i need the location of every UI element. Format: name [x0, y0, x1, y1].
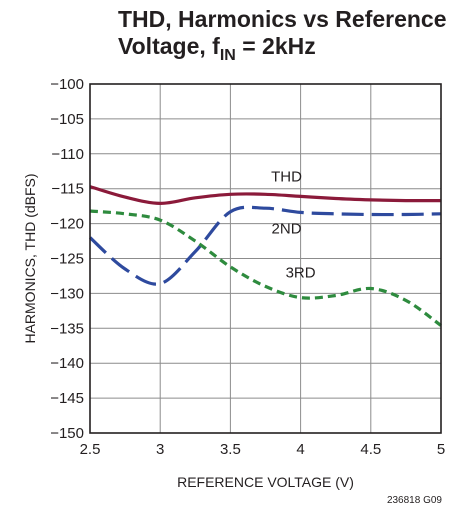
title-prefix: Voltage, f: [118, 33, 220, 59]
chart-title: THD, Harmonics vs Reference Voltage, fIN…: [118, 6, 448, 64]
chart-title-line-2: Voltage, fIN = 2kHz: [118, 33, 448, 64]
y-tick-label: −150: [50, 425, 84, 442]
title-suffix: = 2kHz: [235, 33, 316, 59]
y-tick-label: −125: [50, 251, 84, 268]
series-label-thd: THD: [271, 169, 302, 186]
series-line-3rd: [89, 209, 442, 327]
x-tick-label: 5: [437, 441, 445, 458]
y-tick-label: −145: [50, 390, 84, 407]
series-labels: THD 2ND 3RD: [271, 169, 316, 282]
y-tick-label: −120: [50, 216, 84, 233]
series-label-3rd: 3RD: [286, 264, 316, 281]
chart-series-group: [88, 185, 442, 327]
series-line-2nd: [88, 205, 442, 286]
tick-labels: −100 −105 −110 −115 −120 −125 −130 −135 −140 −145…: [50, 76, 445, 458]
plot-frame: [89, 83, 442, 434]
y-tick-label: −110: [51, 146, 84, 163]
chart-title-line-1: THD, Harmonics vs Reference: [118, 6, 447, 32]
y-tick-label: −140: [50, 355, 84, 372]
x-axis-label: REFERENCE VOLTAGE (V): [177, 474, 354, 490]
x-tick-label: 2.5: [80, 441, 101, 458]
x-tick-label: 4: [296, 441, 304, 458]
x-tick-label: 3: [156, 441, 164, 458]
y-tick-label: −135: [50, 320, 84, 337]
y-tick-label: −115: [51, 181, 84, 198]
series-label-2nd: 2ND: [272, 220, 302, 237]
y-tick-label: −105: [50, 111, 84, 128]
y-tick-label: −100: [50, 76, 84, 93]
title-subscript: IN: [219, 47, 236, 64]
chart-grid: [90, 84, 441, 433]
y-axis-label: HARMONICS, THD (dBFS): [22, 173, 38, 343]
x-tick-label: 3.5: [220, 441, 241, 458]
series-line-thd: [89, 185, 442, 206]
figure-code: 236818 G09: [386, 495, 442, 506]
x-tick-label: 4.5: [360, 441, 381, 458]
y-tick-label: −130: [50, 285, 84, 302]
